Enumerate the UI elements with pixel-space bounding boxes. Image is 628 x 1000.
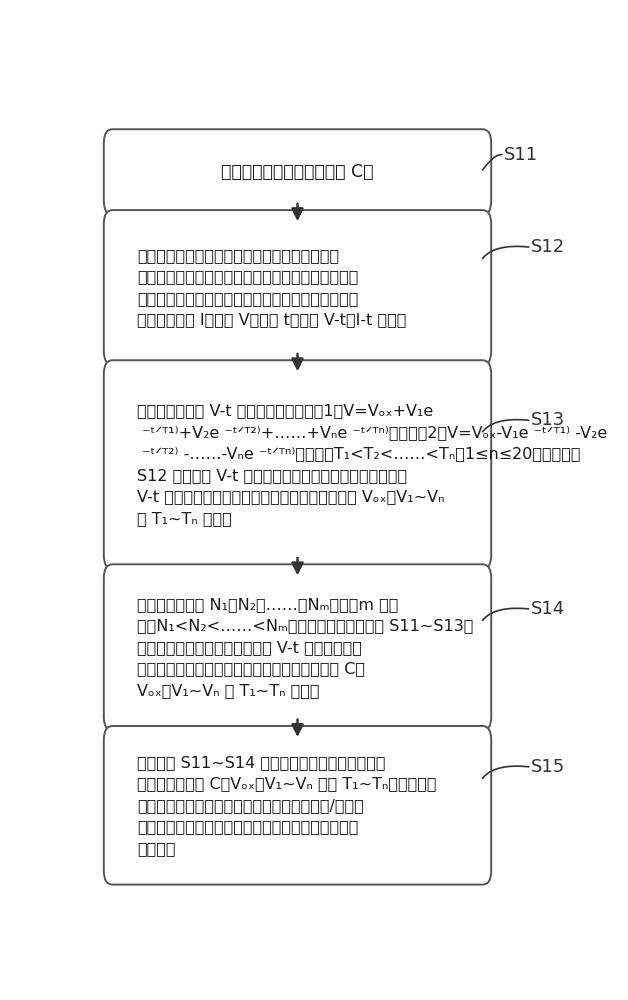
Text: S13: S13 [531,411,565,429]
Text: 次后的电池容量 C、Vₒₓ、V₁~Vₙ 以及 T₁~Tₙ的値，获取: 次后的电池容量 C、Vₒₓ、V₁~Vₙ 以及 T₁~Tₙ的値，获取 [137,776,436,791]
Text: Vₒₓ、V₁~Vₙ 和 T₁~Tₙ 的値。: Vₒₓ、V₁~Vₙ 和 T₁~Tₙ 的値。 [137,683,320,698]
Text: 在电池循环工作 N₁、N₂、……、Nₘ次后（m 为整: 在电池循环工作 N₁、N₂、……、Nₘ次后（m 为整 [137,597,398,612]
Text: ⁻ᵗᐟᵀ²⁾ -……-Vₙe ⁻ᵗᐟᵀⁿ⁾，其中（T₁<T₂<……<Tₙ，1≤n≤20），对步骤: ⁻ᵗᐟᵀ²⁾ -……-Vₙe ⁻ᵗᐟᵀⁿ⁾，其中（T₁<T₂<……<Tₙ，1≤n… [137,446,580,461]
Text: 依据步骤 S11~S14 所获得的电池在不同循环工作: 依据步骤 S11~S14 所获得的电池在不同循环工作 [137,755,386,770]
Text: V-t 曲线进行非线性拟合，得到拟合曲线，并获取 Vₒₓ、V₁~Vₙ: V-t 曲线进行非线性拟合，得到拟合曲线，并获取 Vₒₓ、V₁~Vₙ [137,489,445,504]
Text: S11: S11 [504,146,538,164]
Text: 化趋势。: 化趋势。 [137,841,175,856]
Text: 数，N₁<N₂<……<Nₘ），分别重复上述步骤 S11~S13，: 数，N₁<N₂<……<Nₘ），分别重复上述步骤 S11~S13， [137,618,474,633]
FancyBboxPatch shape [104,210,491,365]
Text: S14: S14 [531,600,565,618]
FancyBboxPatch shape [104,360,491,569]
Text: 应用非线性拟合 V-t 曲线的模型公式：（1）V=Vₒₓ+V₁e: 应用非线性拟合 V-t 曲线的模型公式：（1）V=Vₒₓ+V₁e [137,403,433,418]
Text: 电池健康状态的指标値在电池不同循环工作次后的变: 电池健康状态的指标値在电池不同循环工作次后的变 [137,819,359,834]
FancyBboxPatch shape [104,564,491,731]
Text: ⁻ᵗᐟᵀ¹⁾+V₂e ⁻ᵗᐟᵀ²⁾+……+Vₙe ⁻ᵗᐟᵀⁿ⁾，或者（2）V=Vₒₓ-V₁e ⁻ᵗᐟᵀ¹⁾ -V₂e: ⁻ᵗᐟᵀ¹⁾+V₂e ⁻ᵗᐟᵀ²⁾+……+Vₙe ⁻ᵗᐟᵀⁿ⁾，或者（2）V=V… [137,425,607,440]
Text: 用于检测、诊断所述电池健康状态的指标値和/或所述: 用于检测、诊断所述电池健康状态的指标値和/或所述 [137,798,364,813]
FancyBboxPatch shape [104,726,491,885]
Text: S15: S15 [531,758,565,776]
FancyBboxPatch shape [104,129,491,215]
Text: 和 T₁~Tₙ 的値。: 和 T₁~Tₙ 的値。 [137,511,232,526]
Text: 集得到的电流 I、电压 V、时间 t，得到 V-t、I-t 曲线。: 集得到的电流 I、电压 V、时间 t，得到 V-t、I-t 曲线。 [137,312,406,327]
Text: 所述电池一段时间，采集电池充电或放电期间及携置: 所述电池一段时间，采集电池充电或放电期间及携置 [137,269,359,284]
Text: 期间电池的电流和两端的电压随时间的变化，记录采: 期间电池的电流和两端的电压随时间的变化，记录采 [137,291,359,306]
Text: 线，并获取电池在不同循环工作次后的电池容量 C、: 线，并获取电池在不同循环工作次后的电池容量 C、 [137,662,365,677]
Text: 获取电池的当前的电池容量 C。: 获取电池的当前的电池容量 C。 [221,163,374,181]
Text: 获得电池在不同循环工作次后的 V-t 曲线的拟合曲: 获得电池在不同循环工作次后的 V-t 曲线的拟合曲 [137,640,362,655]
Text: S12: S12 [531,238,565,256]
Text: S12 中获得的 V-t 曲线中电池的电压在一回稳的过程中的: S12 中获得的 V-t 曲线中电池的电压在一回稳的过程中的 [137,468,407,483]
Text: 对所述电池进行充电或放电至一截止电压，携置: 对所述电池进行充电或放电至一截止电压，携置 [137,248,339,263]
